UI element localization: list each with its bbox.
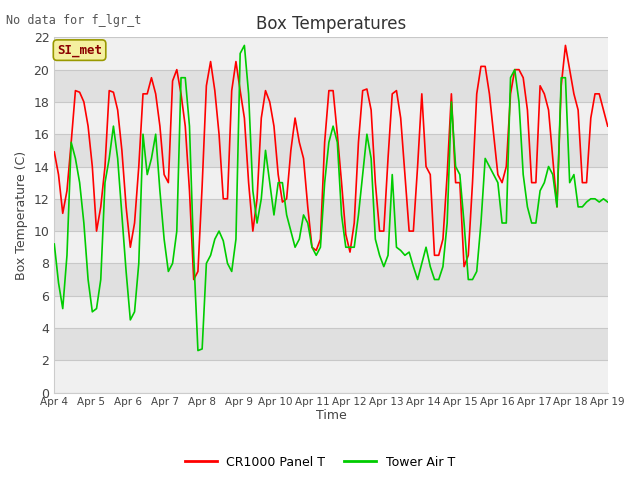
- Bar: [54, 70, 608, 102]
- Bar: [54, 360, 608, 393]
- Bar: [54, 199, 608, 231]
- Legend: CR1000 Panel T, Tower Air T: CR1000 Panel T, Tower Air T: [180, 451, 460, 474]
- Title: Box Temperatures: Box Temperatures: [256, 15, 406, 33]
- Bar: [54, 134, 608, 167]
- Bar: [54, 328, 608, 360]
- Bar: [54, 102, 608, 134]
- Bar: [54, 264, 608, 296]
- Text: No data for f_lgr_t: No data for f_lgr_t: [6, 14, 142, 27]
- Bar: [54, 167, 608, 199]
- X-axis label: Time: Time: [316, 409, 346, 422]
- Text: SI_met: SI_met: [57, 44, 102, 57]
- Bar: [54, 37, 608, 70]
- Bar: [54, 231, 608, 264]
- Bar: [54, 296, 608, 328]
- Y-axis label: Box Temperature (C): Box Temperature (C): [15, 150, 28, 279]
